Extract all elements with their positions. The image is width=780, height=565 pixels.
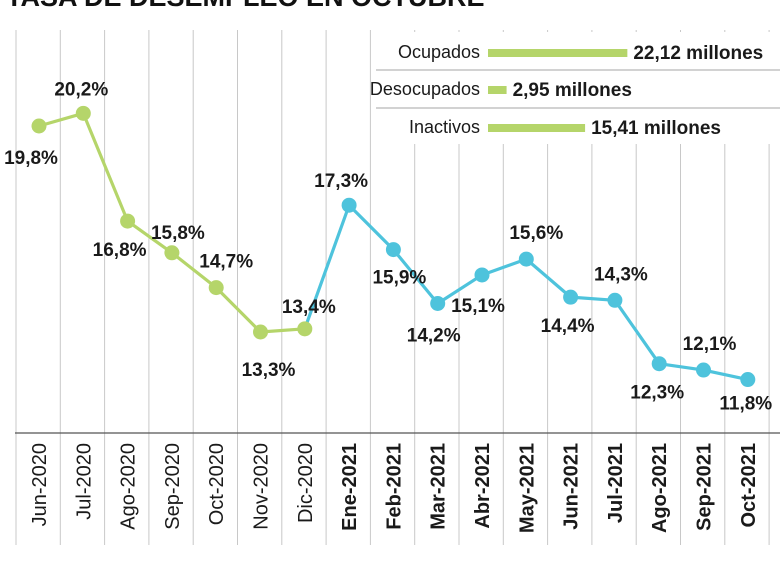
x-tick-label: Ago-2020 [118, 443, 140, 530]
x-tick-label: Jul-2020 [73, 443, 95, 520]
legend-bar [488, 86, 507, 94]
x-tick-label: May-2021 [516, 443, 538, 533]
data-point [341, 197, 357, 213]
data-point [164, 245, 180, 261]
x-tick-label: Sep-2021 [694, 443, 716, 531]
legend-value: 15,41 millones [591, 118, 721, 139]
data-point [651, 356, 667, 372]
x-tick-labels: Jun-2020 Jul-2020 Ago-2020 Sep-2020 Oct-2020… [29, 443, 760, 533]
x-tick-label: Oct-2020 [206, 443, 228, 525]
data-label: 16,8% [93, 240, 147, 261]
x-tick-label: Nov-2020 [251, 443, 273, 530]
data-label: 14,3% [594, 264, 648, 285]
data-point [430, 295, 446, 311]
data-labels: 19,8% 20,2% 16,8%15,8% 14,7% 13,3% 13,4% 17,3%… [4, 79, 772, 414]
legend-value: 22,12 millones [633, 43, 763, 64]
data-point [120, 213, 136, 229]
data-label: 14,4% [541, 316, 595, 337]
data-point [253, 324, 268, 340]
data-point [740, 372, 756, 388]
data-point [474, 267, 490, 283]
legend-label: Desocupados [370, 79, 480, 99]
data-label: 12,3% [630, 383, 684, 404]
data-point [518, 251, 534, 267]
legend: Ocupados 22,12 millones Desocupados 2,95 mi… [370, 32, 780, 144]
x-tick-label: Jun-2020 [29, 443, 51, 526]
x-tick-label: Oct-2021 [738, 443, 760, 528]
data-point [208, 280, 224, 296]
data-label: 14,2% [407, 325, 461, 346]
legend-bar [488, 49, 628, 57]
data-points [31, 105, 756, 388]
data-point [696, 362, 711, 378]
x-tick-label: Ago-2021 [649, 443, 671, 533]
data-point [75, 105, 91, 121]
x-tick-label: Feb-2021 [383, 443, 405, 530]
data-label: 15,9% [372, 268, 426, 289]
x-tick-label: Jul-2021 [605, 443, 627, 523]
data-label: 14,7% [199, 252, 253, 273]
data-label: 13,4% [282, 297, 336, 318]
data-label: 12,1% [683, 334, 737, 355]
x-tick-label: Ene-2021 [339, 443, 361, 531]
data-label: 20,2% [54, 79, 108, 100]
data-label: 15,8% [151, 223, 205, 244]
data-point [385, 242, 401, 258]
data-label: 15,6% [509, 223, 563, 244]
data-label: 13,3% [242, 360, 296, 381]
data-label: 11,8% [719, 394, 772, 415]
legend-label: Inactivos [409, 117, 480, 137]
legend-label: Ocupados [398, 42, 480, 62]
data-label: 15,1% [451, 296, 505, 317]
data-point [607, 292, 623, 308]
x-tick-label: Dic-2020 [295, 443, 317, 523]
data-label: 17,3% [314, 171, 368, 192]
data-point [563, 289, 579, 305]
x-tick-label: Abr-2021 [472, 443, 494, 529]
legend-bar [488, 124, 586, 132]
x-tick-label: Sep-2020 [162, 443, 184, 530]
chart-title: TASA DE DESEMPLEO EN OCTUBRE [6, 0, 485, 12]
x-tick-label: Jun-2021 [561, 443, 583, 530]
data-label: 19,8% [4, 148, 58, 169]
legend-value: 2,95 millones [513, 80, 632, 101]
data-point [31, 118, 47, 134]
x-tick-label: Mar-2021 [428, 443, 450, 530]
data-point [297, 321, 313, 337]
